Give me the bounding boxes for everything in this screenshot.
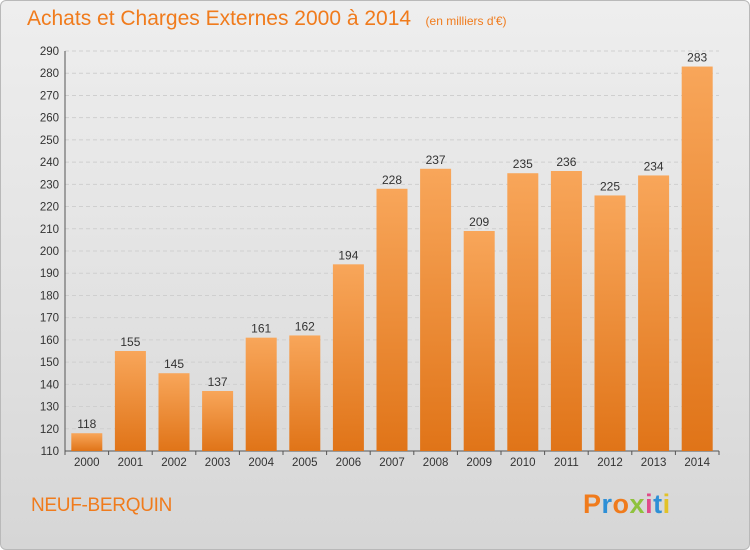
brand-letter: x [629,489,646,519]
brand-letter: i [662,489,671,519]
x-tick-label: 2008 [423,457,449,469]
town-label: NEUF-BERQUIN [31,495,173,516]
y-tick-label: 170 [40,313,59,325]
bar-value-label: 162 [295,319,315,333]
bar-value-label: 209 [469,215,489,229]
x-tick-label: 2003 [205,457,231,469]
title-row: Achats et Charges Externes 2000 à 2014 (… [27,7,507,31]
y-tick-label: 110 [41,446,59,458]
bar-2010 [507,173,539,451]
y-tick-label: 240 [40,157,59,169]
y-tick-label: 280 [40,68,59,80]
bar-2013 [638,175,670,451]
brand-logo: Proxiti [583,489,671,520]
y-tick-label: 210 [40,224,59,236]
x-tick-label: 2001 [118,457,144,469]
y-tick-label: 260 [40,113,59,125]
y-tick-label: 250 [40,135,59,147]
bar-value-label: 155 [120,335,140,349]
bar-value-label: 118 [77,417,96,431]
brand-letter: t [653,489,663,519]
y-tick-label: 120 [40,424,59,436]
x-tick-label: 2013 [641,457,667,469]
x-tick-label: 2014 [684,457,710,469]
bar-2004 [245,337,277,451]
bar-2008 [420,168,452,451]
y-tick-label: 200 [40,246,59,258]
x-tick-label: 2011 [554,457,579,469]
chart-subtitle: (en milliers d'€) [425,14,507,28]
y-tick-label: 130 [40,402,59,414]
bar-2012 [594,195,626,451]
y-tick-label: 230 [40,179,59,191]
bar-2014 [681,66,713,452]
bar-2011 [550,171,582,451]
x-tick-label: 2002 [161,457,187,469]
y-tick-label: 190 [40,268,59,280]
bar-2009 [463,231,495,451]
x-tick-label: 2010 [510,457,536,469]
brand-letter: i [645,489,654,519]
x-tick-label: 2006 [336,457,362,469]
chart-title: Achats et Charges Externes 2000 à 2014 [27,7,412,30]
brand-letter: P [583,489,602,519]
x-tick-label: 2007 [379,457,405,469]
y-tick-label: 150 [40,357,59,369]
bar-2002 [158,373,190,451]
bar-value-label: 137 [208,375,228,389]
y-tick-label: 140 [40,379,59,391]
bar-value-label: 236 [556,155,576,169]
brand-letter: o [612,489,630,519]
bar-value-label: 283 [687,51,707,65]
x-tick-label: 2000 [74,457,100,469]
bar-value-label: 234 [644,159,664,173]
y-tick-label: 220 [40,202,59,214]
brand-letter: r [601,489,613,519]
x-tick-label: 2005 [292,457,318,469]
x-tick-label: 2004 [248,457,274,469]
bar-value-label: 161 [251,322,271,336]
bar-value-label: 237 [426,153,446,167]
bar-2006 [332,264,364,451]
bar-value-label: 145 [164,357,184,371]
x-tick-label: 2012 [597,457,623,469]
bar-2000 [71,433,103,451]
bar-value-label: 225 [600,179,620,193]
y-tick-label: 180 [40,290,59,302]
y-tick-label: 160 [40,335,59,347]
bar-2003 [202,391,234,451]
bar-value-label: 228 [382,173,402,187]
bar-2001 [114,351,146,451]
x-tick-label: 2009 [466,457,492,469]
bar-value-label: 235 [513,157,533,171]
bar-2005 [289,335,321,451]
y-tick-label: 270 [40,90,59,102]
bar-2007 [376,188,408,451]
bar-value-label: 194 [338,248,358,262]
y-tick-label: 290 [40,46,59,58]
